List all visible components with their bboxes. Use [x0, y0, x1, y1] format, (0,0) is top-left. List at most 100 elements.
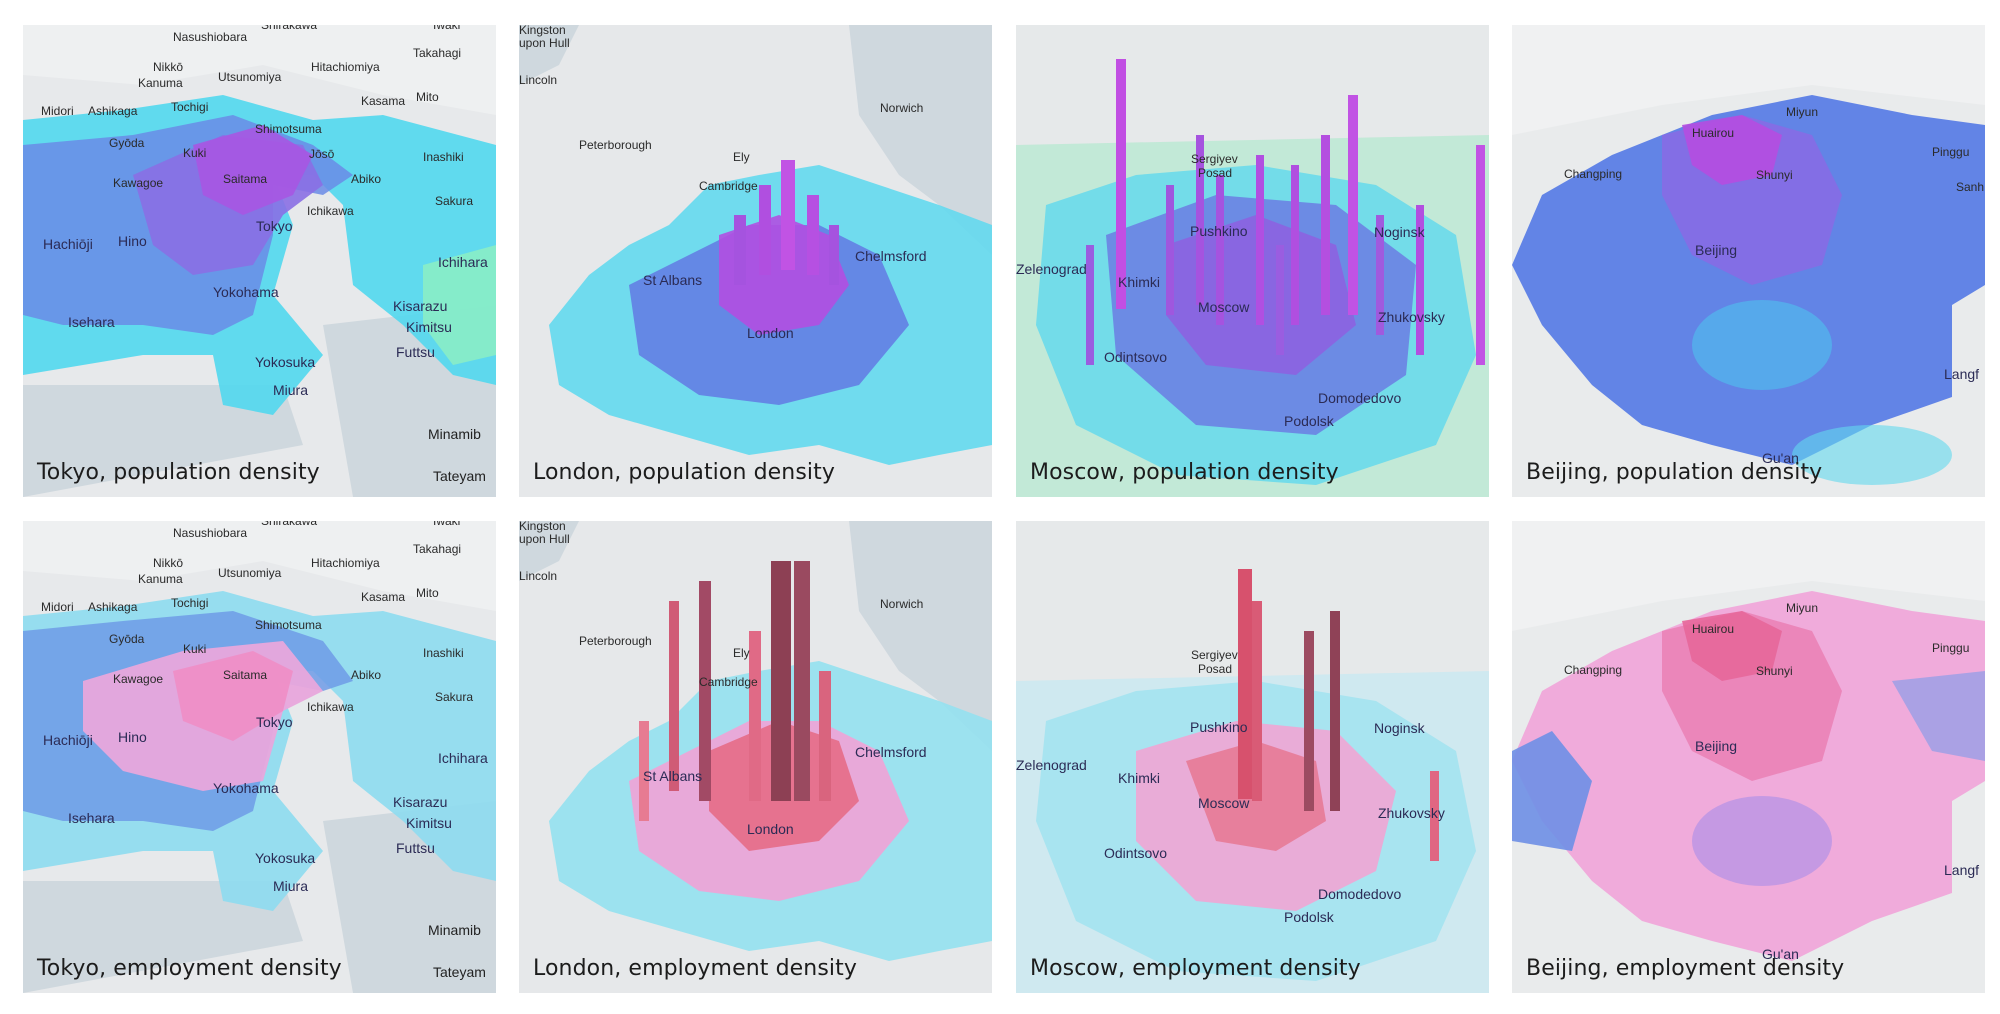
svg-text:Pinggu: Pinggu	[1932, 145, 1969, 159]
panel-caption: Moscow, employment density	[1030, 956, 1361, 981]
svg-text:Takahagi: Takahagi	[413, 542, 461, 556]
map-beijing-population[interactable]: Huairou Miyun Pinggu Changping Shunyi Sa…	[1512, 25, 1985, 497]
svg-text:Sakura: Sakura	[435, 194, 473, 208]
svg-text:Changping: Changping	[1564, 167, 1622, 181]
svg-text:Ichihara: Ichihara	[438, 254, 488, 270]
svg-text:Zelenograd: Zelenograd	[1016, 261, 1087, 277]
svg-text:Odintsovo: Odintsovo	[1104, 845, 1167, 861]
svg-text:Takahagi: Takahagi	[413, 46, 461, 60]
panel-caption: London, employment density	[533, 956, 857, 981]
svg-text:Kanuma: Kanuma	[138, 572, 183, 586]
svg-text:Shunyi: Shunyi	[1756, 168, 1793, 182]
map-panel-beijing-employment[interactable]: Huairou Miyun Pinggu Changping Shunyi Be…	[1512, 521, 1985, 993]
map-moscow-population[interactable]: Sergiyev Posad Pushkino Noginsk Zelenogr…	[1016, 25, 1489, 497]
svg-text:Miura: Miura	[273, 382, 308, 398]
map-tokyo-employment[interactable]: Nasushiobara Shirakawa Iwaki Takahagi Ni…	[23, 521, 496, 993]
svg-text:Odintsovo: Odintsovo	[1104, 349, 1167, 365]
svg-text:Chelmsford: Chelmsford	[855, 248, 927, 264]
svg-text:Kawagoe: Kawagoe	[113, 672, 163, 686]
svg-text:Noginsk: Noginsk	[1374, 224, 1426, 240]
svg-text:Hachiōji: Hachiōji	[43, 236, 93, 252]
svg-text:Podolsk: Podolsk	[1284, 909, 1335, 925]
svg-text:Tochigi: Tochigi	[171, 100, 208, 114]
svg-text:Sergiyev: Sergiyev	[1191, 152, 1238, 166]
map-panel-london-employment[interactable]: Kingston upon Hull Lincoln Norwich Peter…	[519, 521, 992, 993]
svg-text:Tokyo: Tokyo	[256, 714, 293, 730]
svg-text:Yokohama: Yokohama	[213, 780, 279, 796]
svg-text:Sanh: Sanh	[1956, 180, 1984, 194]
svg-text:Nasushiobara: Nasushiobara	[173, 30, 247, 44]
svg-text:Zhukovsky: Zhukovsky	[1378, 805, 1445, 821]
svg-text:Nikkō: Nikkō	[153, 556, 183, 570]
panel-caption: Beijing, employment density	[1526, 956, 1845, 981]
panel-caption: Moscow, population density	[1030, 460, 1339, 485]
svg-text:Kimitsu: Kimitsu	[406, 815, 452, 831]
map-panel-london-population[interactable]: Kingston upon Hull Lincoln Norwich Peter…	[519, 25, 992, 497]
svg-text:Zelenograd: Zelenograd	[1016, 757, 1087, 773]
svg-text:Minamib: Minamib	[428, 426, 481, 442]
svg-text:Zhukovsky: Zhukovsky	[1378, 309, 1445, 325]
svg-text:Kasama: Kasama	[361, 590, 405, 604]
svg-text:Futtsu: Futtsu	[396, 344, 435, 360]
svg-text:Sergiyev: Sergiyev	[1191, 648, 1238, 662]
svg-text:Iwaki: Iwaki	[433, 25, 460, 32]
svg-text:Khimki: Khimki	[1118, 770, 1160, 786]
map-london-employment[interactable]: Kingston upon Hull Lincoln Norwich Peter…	[519, 521, 992, 993]
svg-text:Moscow: Moscow	[1198, 795, 1250, 811]
svg-text:Posad: Posad	[1198, 166, 1232, 180]
map-panel-tokyo-employment[interactable]: Nasushiobara Shirakawa Iwaki Takahagi Ni…	[23, 521, 496, 993]
svg-text:Peterborough: Peterborough	[579, 138, 652, 152]
map-panel-tokyo-population[interactable]: Nasushiobara Shirakawa Iwaki Takahagi Ni…	[23, 25, 496, 497]
svg-text:Minamib: Minamib	[428, 922, 481, 938]
svg-text:Ichikawa: Ichikawa	[307, 204, 354, 218]
svg-text:Miyun: Miyun	[1786, 105, 1818, 119]
svg-text:Utsunomiya: Utsunomiya	[218, 70, 282, 84]
svg-text:Tateyam: Tateyam	[433, 964, 486, 980]
svg-text:Shunyi: Shunyi	[1756, 664, 1793, 678]
svg-text:Isehara: Isehara	[68, 810, 115, 826]
svg-text:Saitama: Saitama	[223, 172, 267, 186]
svg-text:London: London	[747, 325, 794, 341]
svg-text:Cambridge: Cambridge	[699, 675, 758, 689]
svg-text:Hino: Hino	[118, 233, 147, 249]
svg-text:Kuki: Kuki	[183, 146, 206, 160]
map-tokyo-population[interactable]: Nasushiobara Shirakawa Iwaki Takahagi Ni…	[23, 25, 496, 497]
svg-text:upon Hull: upon Hull	[519, 532, 570, 546]
svg-text:Kisarazu: Kisarazu	[393, 794, 447, 810]
svg-text:Kisarazu: Kisarazu	[393, 298, 447, 314]
svg-text:Ely: Ely	[733, 150, 750, 164]
svg-text:Huairou: Huairou	[1692, 622, 1734, 636]
svg-text:Jōsō: Jōsō	[309, 147, 335, 161]
map-panel-moscow-employment[interactable]: Sergiyev Posad Pushkino Noginsk Zelenogr…	[1016, 521, 1489, 993]
panel-caption: London, population density	[533, 460, 835, 485]
svg-text:Khimki: Khimki	[1118, 274, 1160, 290]
map-london-population[interactable]: Kingston upon Hull Lincoln Norwich Peter…	[519, 25, 992, 497]
svg-text:Moscow: Moscow	[1198, 299, 1250, 315]
svg-text:Shimotsuma: Shimotsuma	[255, 618, 322, 632]
svg-text:Midori: Midori	[41, 104, 74, 118]
svg-text:St Albans: St Albans	[643, 272, 702, 288]
panel-caption: Beijing, population density	[1526, 460, 1823, 485]
svg-text:Kuki: Kuki	[183, 642, 206, 656]
svg-text:St Albans: St Albans	[643, 768, 702, 784]
map-beijing-employment[interactable]: Huairou Miyun Pinggu Changping Shunyi Be…	[1512, 521, 1985, 993]
svg-text:Domodedovo: Domodedovo	[1318, 390, 1401, 406]
svg-text:Podolsk: Podolsk	[1284, 413, 1335, 429]
svg-text:Kawagoe: Kawagoe	[113, 176, 163, 190]
svg-text:Gu'an: Gu'an	[1762, 946, 1799, 962]
svg-text:Shirakawa: Shirakawa	[261, 521, 317, 528]
svg-text:Sakura: Sakura	[435, 690, 473, 704]
svg-text:Isehara: Isehara	[68, 314, 115, 330]
map-moscow-employment[interactable]: Sergiyev Posad Pushkino Noginsk Zelenogr…	[1016, 521, 1489, 993]
svg-text:Changping: Changping	[1564, 663, 1622, 677]
svg-text:Gyōda: Gyōda	[109, 136, 145, 150]
svg-text:Hachiōji: Hachiōji	[43, 732, 93, 748]
svg-text:Mito: Mito	[416, 90, 439, 104]
svg-text:Hitachiomiya: Hitachiomiya	[311, 60, 380, 74]
svg-text:Kingston: Kingston	[519, 521, 566, 533]
map-panel-beijing-population[interactable]: Huairou Miyun Pinggu Changping Shunyi Sa…	[1512, 25, 1985, 497]
map-panel-moscow-population[interactable]: Sergiyev Posad Pushkino Noginsk Zelenogr…	[1016, 25, 1489, 497]
panel-caption: Tokyo, population density	[37, 460, 320, 485]
svg-text:Domodedovo: Domodedovo	[1318, 886, 1401, 902]
svg-text:Pushkino: Pushkino	[1190, 223, 1248, 239]
